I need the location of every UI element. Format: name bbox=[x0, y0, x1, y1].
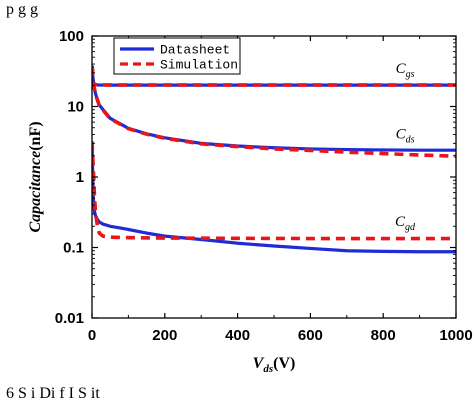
x-tick-label: 400 bbox=[225, 327, 250, 344]
annotation-c-gd: Cgd bbox=[395, 214, 416, 233]
x-tick-label: 200 bbox=[152, 327, 177, 344]
legend-label-simulation: Simulation bbox=[160, 58, 238, 73]
ticks-layer: 0 200 400 600 800 1000 0.01 0.1 1 10 100 bbox=[55, 28, 473, 344]
plot-frame bbox=[91, 35, 457, 319]
x-tick-label: 800 bbox=[371, 327, 396, 344]
y-tick-label: 0.1 bbox=[63, 240, 84, 257]
legend-label-datasheet: Datasheet bbox=[160, 43, 230, 58]
annotation-c-ds: Cds bbox=[396, 126, 415, 145]
series-datasheet-cds bbox=[92, 65, 456, 152]
series-simulation-cds bbox=[92, 67, 456, 159]
y-tick-label: 100 bbox=[59, 28, 84, 45]
x-axis-label: Vds(V) bbox=[253, 355, 296, 375]
x-tick-label: 1000 bbox=[439, 327, 472, 344]
series-datasheet-cgd bbox=[92, 143, 456, 254]
caption-top: p g g bbox=[6, 1, 38, 18]
y-tick-label: 0.01 bbox=[55, 310, 84, 327]
annotation-c-gs: Cgs bbox=[396, 61, 415, 80]
y-tick-label: 10 bbox=[67, 99, 84, 116]
axis-labels: Vds(V) Capacitance(nF) bbox=[27, 121, 295, 375]
series-simulation-cgd bbox=[92, 141, 456, 241]
axes-layer bbox=[91, 35, 457, 319]
y-tick-label: 1 bbox=[76, 169, 84, 186]
x-tick-label: 0 bbox=[88, 327, 96, 344]
caption-bottom: 6 S i Di f I S it bbox=[6, 385, 100, 402]
annotations-layer: Cgs Cds Cgd bbox=[395, 61, 416, 233]
y-axis-label: Capacitance(nF) bbox=[27, 121, 44, 232]
x-tick-label: 600 bbox=[298, 327, 323, 344]
legend-box bbox=[113, 37, 241, 75]
series-layer bbox=[92, 65, 456, 254]
